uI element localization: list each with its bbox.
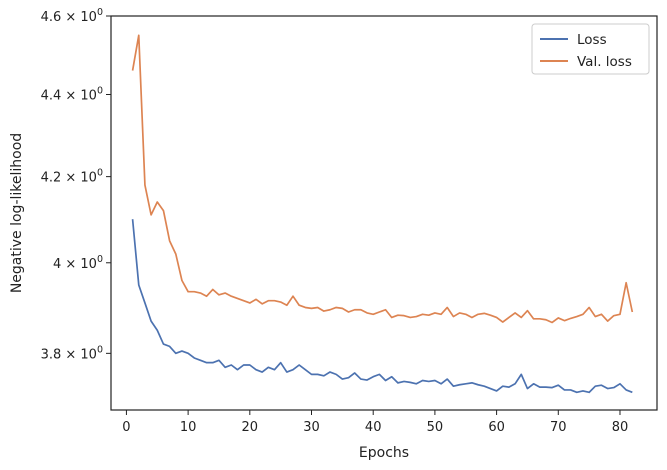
plot-frame bbox=[110, 15, 658, 411]
y-tick-label: 4.6 × 100 bbox=[41, 7, 103, 25]
y-tick-label: 4.2 × 100 bbox=[41, 168, 103, 186]
y-tick-label: 4 × 100 bbox=[53, 254, 103, 272]
x-tick-label: 80 bbox=[612, 420, 629, 435]
x-tick-label: 70 bbox=[550, 420, 567, 435]
series-layer bbox=[131, 34, 634, 394]
x-tick-label: 60 bbox=[488, 420, 505, 435]
x-tick-label: 0 bbox=[122, 420, 130, 435]
tick-layer: 0 10 20 30 40 50 60 70 80 3.8 × 100 4 × 100 4.2 × 1… bbox=[41, 7, 629, 435]
legend: Loss Val. loss bbox=[531, 23, 650, 75]
legend-label-loss: Loss bbox=[577, 32, 607, 48]
legend-label-val-loss: Val. loss bbox=[577, 54, 632, 70]
x-tick-label: 20 bbox=[242, 420, 259, 435]
series-line-val-loss bbox=[131, 34, 634, 324]
x-axis-label: Epochs bbox=[359, 445, 409, 461]
x-tick-label: 10 bbox=[180, 420, 197, 435]
x-tick-label: 50 bbox=[427, 420, 444, 435]
y-tick-label: 4.4 × 100 bbox=[41, 85, 103, 103]
y-tick-label: 3.8 × 100 bbox=[41, 344, 103, 362]
x-tick-label: 40 bbox=[365, 420, 382, 435]
x-tick-label: 30 bbox=[303, 420, 320, 435]
series-line-loss bbox=[131, 219, 633, 394]
y-axis-label: Negative log-likelihood bbox=[9, 133, 25, 293]
